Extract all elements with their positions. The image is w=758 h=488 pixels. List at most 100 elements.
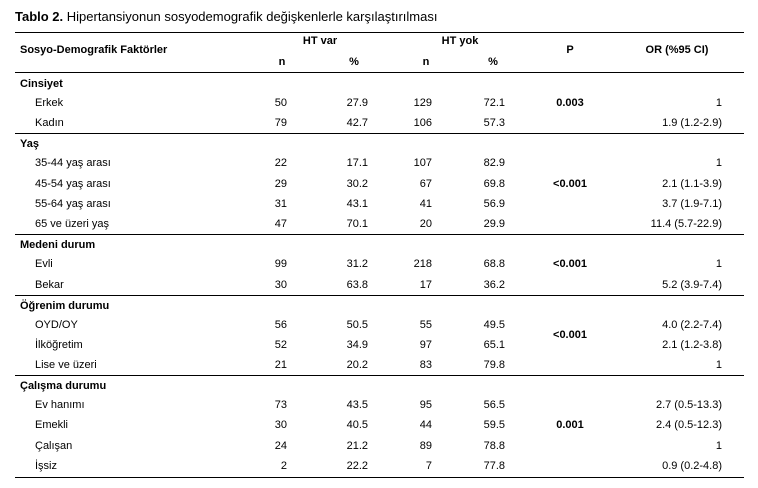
cell: 72.1 [483,97,505,109]
header-cell: n [422,56,430,68]
cell: 49.5 [483,318,505,331]
header-cell: n [278,56,286,68]
cell: 89 [419,439,432,452]
group-rule [15,133,744,134]
cell: 20 [419,218,432,231]
cell: 79 [274,117,287,130]
cell: 95 [419,399,432,412]
cell: 2.4 (0.5-12.3) [655,419,722,432]
row-label: Çalışan [35,439,73,452]
cell: 0.9 (0.2-4.8) [662,460,722,472]
header-cell: HT yok [441,35,479,47]
group-label: Çalışma durumu [20,380,107,393]
header-cell: P [566,44,574,56]
bottom-rule [15,477,744,478]
row-label: Kadın [35,117,64,130]
title-label: Tablo 2. [15,9,64,24]
p-value: <0.001 [553,258,587,271]
cell: 59.5 [483,419,505,432]
header-rule [15,72,744,73]
row-label: 45-54 yaş arası [35,177,111,190]
cell: 1 [715,258,722,271]
cell: 29.9 [483,218,505,231]
cell: 107 [413,157,432,170]
cell: 21 [274,359,287,372]
cell: 55 [419,318,432,331]
cell: 20.2 [346,359,368,372]
header-cell: OR (%95 CI) [645,44,709,56]
cell: 1 [715,157,722,170]
cell: 77.8 [483,460,505,472]
cell: 11.4 (5.7-22.9) [650,218,722,231]
cell: 79.8 [483,359,505,372]
cell: 43.1 [346,197,368,210]
cell: 97 [419,338,432,351]
cell: 31 [274,197,287,210]
cell: 42.7 [346,117,368,130]
p-value: 0.003 [556,97,584,109]
cell: 70.1 [346,218,368,231]
cell: 3.7 (1.9-7.1) [662,197,722,210]
cell: 34.9 [346,338,368,351]
cell: 41 [419,197,432,210]
cell: 36.2 [483,278,505,291]
cell: 17 [419,278,432,291]
cell: 82.9 [483,157,505,170]
cell: 40.5 [346,419,368,432]
group-label: Medeni durum [20,239,96,252]
group-rule [15,295,744,296]
cell: 129 [413,97,432,109]
cell: 2.1 (1.2-3.8) [662,338,722,351]
row-label: 55-64 yaş arası [35,197,111,210]
cell: 73 [274,399,287,412]
p-value: <0.001 [553,328,587,341]
p-value: 0.001 [556,419,584,432]
cell: 2.1 (1.1-3.9) [662,177,722,190]
cell: 83 [419,359,432,372]
cell: 78.8 [483,439,505,452]
cell: 30.2 [346,177,368,190]
cell: 65.1 [483,338,505,351]
header-cell: % [349,56,359,68]
group-rule [15,234,744,235]
title-text: Hipertansiyonun sosyodemografik değişken… [66,9,438,24]
cell: 56.9 [483,197,505,210]
cell: 24 [274,439,287,452]
group-rule [15,375,744,376]
cell: 68.8 [483,258,505,271]
header-cell: HT var [302,35,338,47]
row-label: Ev hanımı [35,399,85,412]
cell: 1 [715,359,722,372]
cell: 7 [425,460,432,472]
cell: 30 [274,278,287,291]
cell: 56.5 [483,399,505,412]
cell: 4.0 (2.2-7.4) [662,318,722,331]
cell: 44 [419,419,432,432]
row-label: İlköğretim [35,338,83,351]
header-cell: Sosyo-Demografik Faktörler [20,44,168,56]
group-label: Cinsiyet [20,78,63,90]
table-title: Tablo 2. Hipertansiyonun sosyodemografik… [15,9,437,24]
row-label: Erkek [35,97,64,109]
cell: 218 [413,258,432,271]
row-label: OYD/OY [35,318,78,331]
cell: 50 [274,97,287,109]
cell: 56 [274,318,287,331]
cell: 29 [274,177,287,190]
p-value: <0.001 [553,177,587,190]
cell: 47 [274,218,287,231]
row-label: Lise ve üzeri [35,359,97,372]
cell: 1.9 (1.2-2.9) [662,117,722,130]
cell: 5.2 (3.9-7.4) [662,278,722,291]
row-label: 65 ve üzeri yaş [35,218,109,231]
cell: 99 [274,258,287,271]
row-label: 35-44 yaş arası [35,157,111,170]
cell: 21.2 [346,439,368,452]
group-label: Öğrenim durumu [20,299,110,312]
cell: 1 [715,439,722,452]
cell: 27.9 [346,97,368,109]
row-label: İşsiz [35,460,57,472]
cell: 69.8 [483,177,505,190]
cell: 52 [274,338,287,351]
